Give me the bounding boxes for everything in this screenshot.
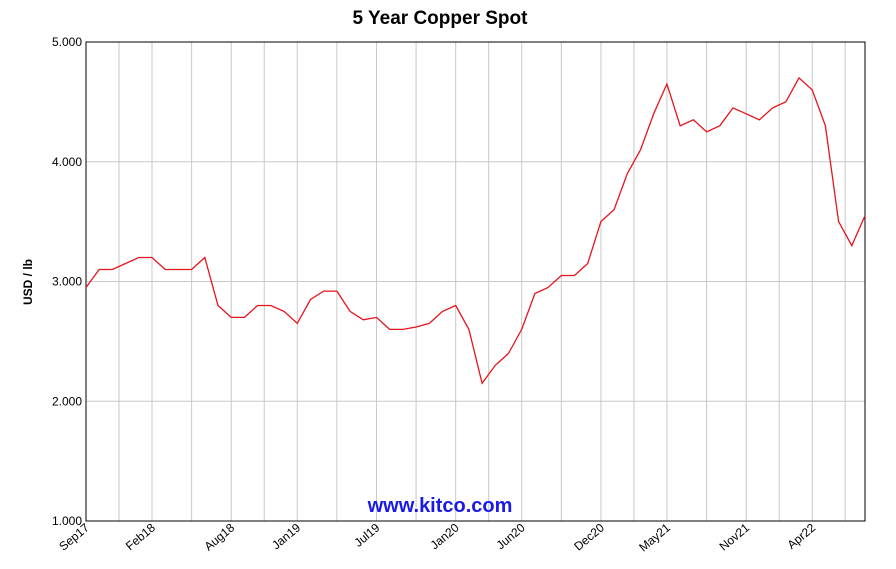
x-tick-label: May21 <box>636 520 673 554</box>
y-tick-label: 3.000 <box>52 275 82 289</box>
y-tick-label: 2.000 <box>52 394 82 408</box>
x-tick-label: Dec20 <box>571 520 607 553</box>
y-axis-label: USD / lb <box>21 259 35 305</box>
x-tick-label: Jan19 <box>269 520 303 552</box>
x-tick-label: Aug18 <box>202 520 238 553</box>
x-tick-label: Jun20 <box>494 520 528 552</box>
x-tick-label: Jan20 <box>428 520 462 552</box>
x-tick-label: Apr22 <box>785 520 819 552</box>
price-line <box>85 76 866 385</box>
chart-title: 5 Year Copper Spot <box>353 8 529 29</box>
y-tick-label: 4.000 <box>52 155 82 169</box>
y-tick-label: 1.000 <box>52 514 82 528</box>
x-tick-label: Feb18 <box>123 520 158 553</box>
y-tick-label: 5.000 <box>52 35 82 49</box>
x-tick-label: Nov21 <box>717 520 753 553</box>
plot-frame <box>85 41 866 522</box>
watermark: www.kitco.com <box>367 495 513 517</box>
x-tick-label: Jul19 <box>351 520 382 549</box>
